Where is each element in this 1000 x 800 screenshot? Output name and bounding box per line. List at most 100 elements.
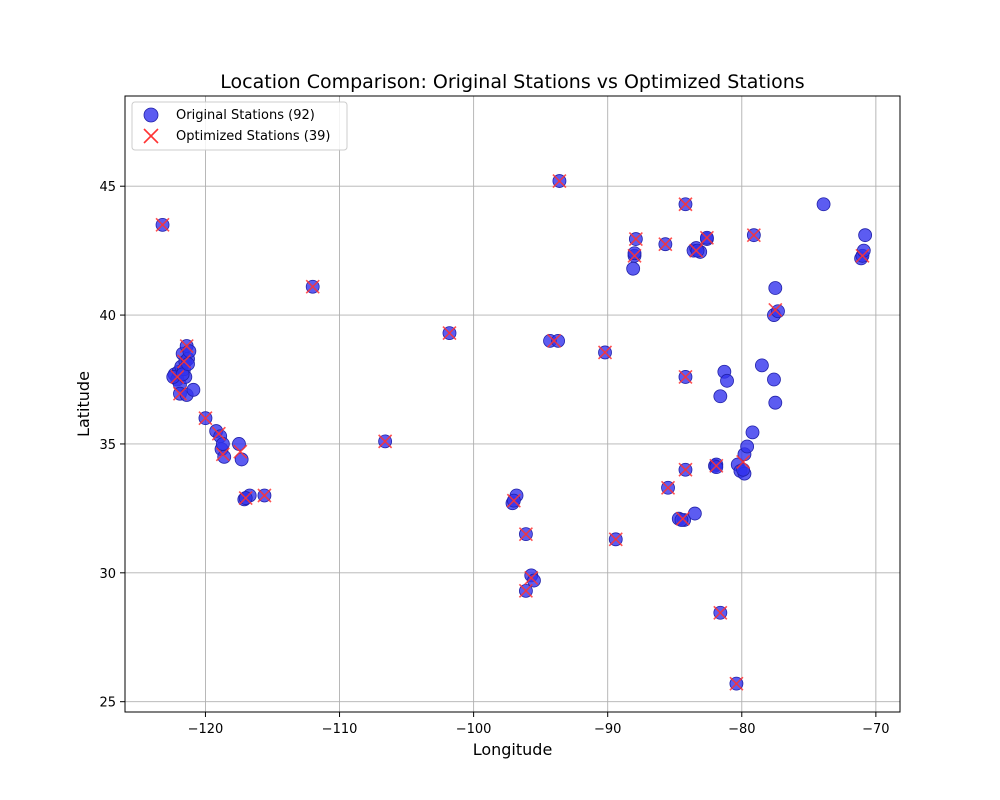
optimized-marker-stroke [552, 173, 567, 189]
optimized-marker-stroke [506, 493, 521, 508]
optimized-marker-stroke [524, 570, 539, 586]
optimized-marker-stroke [628, 231, 643, 247]
optimized-marker-stroke [678, 197, 693, 212]
optimized-station-point [238, 491, 253, 506]
optimized-station-point [233, 444, 248, 459]
optimized-marker-stroke [627, 248, 642, 263]
optimized-marker-stroke [675, 511, 690, 526]
optimized-station-point [378, 434, 393, 449]
original-station-point [754, 358, 769, 373]
optimized-marker-stroke [729, 676, 744, 691]
x-tick-label: −110 [322, 722, 358, 737]
tick-layer: −120 −110 −100 −90 −80 −70 25 30 35 40 45 [99, 180, 889, 737]
original-station-point [690, 243, 705, 258]
optimized-station-point [198, 411, 213, 426]
original-station-point [720, 373, 734, 388]
optimized-marker-stroke [597, 345, 613, 360]
optimized-station-point [170, 369, 185, 385]
original-station-point [551, 333, 565, 348]
legend-x-stroke [143, 128, 159, 144]
optimized-station-point [729, 676, 744, 691]
optimized-station-point [211, 426, 226, 441]
optimized-station-point [608, 532, 623, 547]
original-station-point [816, 197, 831, 212]
original-station-point [186, 382, 201, 397]
original-station-point [745, 425, 760, 440]
optimized-marker-stroke [198, 411, 213, 426]
legend-marker-optimized [143, 128, 159, 144]
x-axis-title: Longitude [473, 740, 553, 759]
optimized-marker-stroke [238, 491, 253, 506]
optimized-marker-stroke [518, 527, 533, 542]
optimized-station-point [660, 480, 676, 495]
optimized-marker-stroke [179, 338, 194, 354]
points-layer [155, 173, 873, 691]
optimized-station-point [442, 326, 457, 341]
optimized-marker-stroke [305, 279, 320, 294]
optimized-marker-stroke [713, 605, 728, 620]
optimized-marker-stroke [660, 480, 676, 495]
optimized-station-point [257, 488, 272, 503]
optimized-station-point [689, 243, 704, 258]
optimized-station-point [855, 248, 870, 263]
original-station-point [709, 460, 724, 475]
plot-area-frame [124, 95, 901, 713]
optimized-marker-stroke [608, 532, 623, 547]
optimized-station-point [678, 462, 693, 477]
optimized-marker-stroke [678, 462, 693, 477]
legend-marker-original [143, 107, 159, 123]
original-station-point [771, 304, 785, 319]
y-tick-label: 45 [99, 180, 116, 195]
original-station-point [768, 395, 783, 410]
optimized-marker-stroke [768, 302, 783, 317]
optimized-station-point [547, 333, 562, 348]
original-station-point [181, 357, 195, 371]
optimized-marker-stroke [172, 386, 188, 401]
optimized-marker-stroke [233, 444, 248, 459]
optimized-station-point [524, 570, 539, 586]
optimized-station-point [518, 583, 533, 598]
optimized-station-point [172, 386, 188, 401]
x-tick-label: −120 [188, 722, 224, 737]
optimized-marker-stroke [155, 217, 170, 232]
optimized-marker-stroke [547, 333, 562, 348]
chart-title: Location Comparison: Original Stations v… [220, 71, 804, 93]
optimized-station-point [709, 458, 724, 473]
original-station-point [627, 246, 642, 261]
optimized-marker-stroke [170, 369, 185, 385]
original-station-point [740, 439, 755, 454]
y-tick-label: 25 [99, 696, 116, 711]
optimized-marker-stroke [211, 426, 226, 441]
optimized-marker-stroke [658, 237, 673, 252]
original-station-point [687, 506, 702, 521]
optimized-station-point [518, 527, 533, 542]
optimized-station-point [675, 511, 690, 526]
x-tick-label: −70 [862, 722, 889, 737]
optimized-marker-stroke [176, 354, 192, 369]
original-station-point [736, 462, 751, 477]
optimized-station-point [628, 231, 643, 247]
optimized-marker-stroke [378, 434, 393, 449]
legend-label-optimized: Optimized Stations (39) [176, 129, 330, 144]
optimized-marker-stroke [736, 454, 751, 470]
original-station-point [713, 389, 728, 404]
optimized-station-point [768, 302, 783, 317]
y-axis-title: Latitude [74, 371, 93, 437]
original-station-point [858, 228, 873, 243]
original-station-point [767, 372, 781, 387]
x-tick-label: −80 [728, 722, 755, 737]
optimized-station-point [658, 237, 673, 252]
optimized-station-point [179, 338, 194, 354]
optimized-station-point [736, 454, 751, 470]
optimized-marker-stroke [257, 488, 272, 503]
legend: Original Stations (92) Optimized Station… [131, 101, 348, 151]
optimized-station-point [678, 197, 693, 212]
legend-box [131, 101, 348, 151]
x-tick-label: −90 [594, 722, 621, 737]
optimized-marker-stroke [855, 248, 870, 263]
optimized-station-point [713, 605, 728, 620]
optimized-station-point [627, 248, 642, 263]
optimized-marker-stroke [442, 326, 457, 341]
